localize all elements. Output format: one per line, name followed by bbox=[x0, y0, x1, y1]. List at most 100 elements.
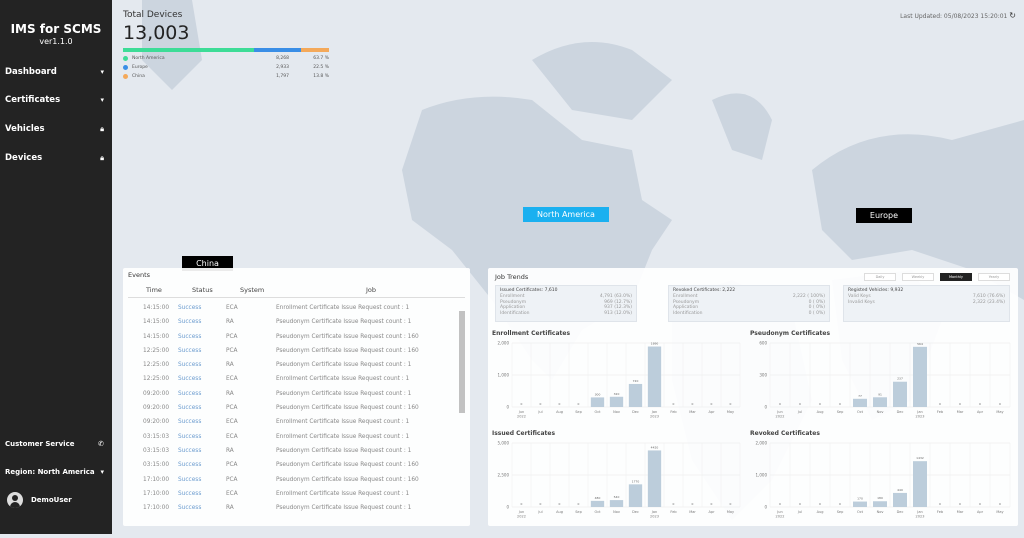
map-label-europe[interactable]: Europe bbox=[856, 208, 912, 223]
bar[interactable] bbox=[609, 500, 624, 507]
events-scrollbar[interactable] bbox=[459, 303, 465, 518]
job-trends-panel: Job Trends Daily Weekly Monthly Yearly Issu… bbox=[488, 268, 1018, 526]
bar-segment bbox=[123, 48, 255, 52]
table-row[interactable]: 03:15:03 Success RA Pseudonym Certificate I… bbox=[128, 444, 456, 458]
map-label-north-america[interactable]: North America bbox=[523, 207, 609, 222]
column-header-job[interactable]: Job bbox=[366, 286, 377, 294]
user-name: DemoUser bbox=[31, 496, 72, 504]
bar[interactable] bbox=[647, 450, 662, 507]
y-tick-label: 1,000 bbox=[756, 473, 768, 478]
bar[interactable] bbox=[590, 397, 605, 407]
bar-value-label: 300 bbox=[595, 392, 601, 396]
x-tick-year-label: 2023 bbox=[916, 515, 925, 519]
bar[interactable] bbox=[628, 383, 643, 407]
table-row[interactable]: 03:15:00 Success PCA Pseudonym Certificate … bbox=[128, 458, 456, 472]
table-row[interactable]: 09:20:00 Success RA Pseudonym Certificate I… bbox=[128, 387, 456, 401]
x-tick-label: Nov bbox=[613, 410, 620, 414]
table-row[interactable]: 17:10:00 Success RA Pseudonym Certificate I… bbox=[128, 501, 456, 515]
summary-line: Application 937 (12.3%) bbox=[500, 305, 632, 311]
bar[interactable] bbox=[873, 397, 887, 407]
bar[interactable] bbox=[853, 501, 867, 507]
cell-system: RA bbox=[226, 319, 234, 326]
cell-job: Pseudonym Certificate Issue Request coun… bbox=[276, 362, 412, 369]
chart-enrollment-certificates: Enrollment Certificates 0 1,000 2,000 0 Jun 20… bbox=[492, 330, 744, 426]
column-header-time[interactable]: Time bbox=[146, 286, 162, 294]
summary-line: Enrollment 4,791 (63.0%) bbox=[500, 294, 632, 300]
table-row[interactable]: 14:15:00 Success ECA Enrollment Certificate… bbox=[128, 301, 456, 315]
y-tick-label: 600 bbox=[759, 341, 767, 346]
y-tick-label: 1,000 bbox=[498, 373, 510, 378]
refresh-icon[interactable]: ↻ bbox=[1009, 11, 1016, 20]
region-select[interactable]: Region: North America ▾ bbox=[5, 468, 104, 476]
sidebar-item-certificates[interactable]: Certificates ▾ bbox=[5, 95, 104, 105]
bar[interactable] bbox=[853, 398, 867, 407]
bar-value-label: 0 bbox=[521, 502, 523, 506]
bar[interactable] bbox=[590, 500, 605, 507]
total-devices-value: 13,003 bbox=[123, 22, 190, 44]
bar[interactable] bbox=[628, 484, 643, 507]
bar[interactable] bbox=[893, 381, 907, 407]
bar-value-label: 0 bbox=[979, 402, 981, 406]
bar[interactable] bbox=[647, 346, 662, 407]
sidebar-item-dashboard[interactable]: Dashboard ▾ bbox=[5, 67, 104, 77]
table-row[interactable]: 17:10:00 Success ECA Enrollment Certificate… bbox=[128, 487, 456, 501]
cell-status: Success bbox=[178, 462, 202, 469]
cell-job: Pseudonym Certificate Issue Request coun… bbox=[276, 390, 412, 397]
y-tick-label: 5,000 bbox=[498, 441, 510, 446]
scrollbar-thumb[interactable] bbox=[459, 311, 465, 413]
chart-title: Issued Certificates bbox=[492, 430, 556, 437]
tab-yearly[interactable]: Yearly bbox=[978, 273, 1010, 281]
tab-weekly[interactable]: Weekly bbox=[902, 273, 934, 281]
map-label-china[interactable]: China bbox=[182, 256, 233, 271]
table-row[interactable]: 14:15:00 Success PCA Pseudonym Certificate … bbox=[128, 330, 456, 344]
summary-label: Application bbox=[500, 305, 526, 310]
x-tick-label: Jun bbox=[518, 410, 524, 414]
bar-value-label: 0 bbox=[578, 502, 580, 506]
bar-value-label: 0 bbox=[559, 402, 561, 406]
nav-label: Vehicles bbox=[5, 124, 45, 134]
avatar bbox=[7, 492, 23, 508]
chevron-down-icon: ▾ bbox=[100, 468, 104, 476]
bar[interactable] bbox=[873, 501, 887, 507]
bar[interactable] bbox=[913, 346, 927, 407]
bar-value-label: 0 bbox=[999, 402, 1001, 406]
summary-label: Application bbox=[673, 305, 699, 310]
bar[interactable] bbox=[609, 396, 624, 407]
table-row[interactable]: 09:20:00 Success PCA Pseudonym Certificate … bbox=[128, 401, 456, 415]
summary-title: Revoked Certificates: 2,222 bbox=[673, 288, 736, 293]
sidebar-item-vehicles[interactable]: Vehicles 🔒︎ bbox=[5, 124, 104, 134]
bar-value-label: 1432 bbox=[916, 456, 924, 460]
legend-item: North America 8,268 63.7 % bbox=[123, 56, 329, 61]
table-row[interactable]: 12:25:00 Success PCA Pseudonym Certificate … bbox=[128, 344, 456, 358]
bar-value-label: 0 bbox=[799, 502, 801, 506]
customer-service-link[interactable]: Customer Service ✆ bbox=[5, 440, 104, 448]
bar[interactable] bbox=[893, 492, 907, 507]
tab-monthly[interactable]: Monthly bbox=[940, 273, 972, 281]
table-row[interactable]: 12:25:00 Success RA Pseudonym Certificate I… bbox=[128, 358, 456, 372]
events-table-header: Time Status System Job bbox=[128, 286, 465, 298]
table-row[interactable]: 12:25:00 Success ECA Enrollment Certificate… bbox=[128, 372, 456, 386]
bar[interactable] bbox=[913, 461, 927, 507]
legend-percent: 13.8 % bbox=[313, 74, 329, 79]
x-tick-label: Jun bbox=[776, 510, 782, 514]
table-row[interactable]: 17:10:00 Success PCA Pseudonym Certificate … bbox=[128, 473, 456, 487]
nav-label: Region: North America bbox=[5, 468, 95, 476]
x-tick-label: Sep bbox=[575, 410, 582, 414]
bar-value-label: 0 bbox=[673, 402, 675, 406]
column-header-status[interactable]: Status bbox=[192, 286, 213, 294]
x-tick-year-label: 2022 bbox=[776, 415, 785, 419]
cell-time: 14:15:00 bbox=[143, 305, 170, 311]
tab-daily[interactable]: Daily bbox=[864, 273, 896, 281]
bar-value-label: 1890 bbox=[651, 342, 659, 346]
user-menu[interactable]: DemoUser bbox=[7, 492, 104, 508]
x-tick-label: Jul bbox=[797, 510, 802, 514]
chart-issued-certificates: Issued Certificates 0 2,500 5,000 0 Jun 2022 0 J… bbox=[492, 430, 744, 526]
column-header-system[interactable]: System bbox=[240, 286, 265, 294]
table-row[interactable]: 09:20:00 Success ECA Enrollment Certificate… bbox=[128, 415, 456, 429]
cell-time: 09:20:00 bbox=[143, 419, 170, 426]
sidebar-item-devices[interactable]: Devices 🔒︎ bbox=[5, 153, 104, 163]
table-row[interactable]: 03:15:03 Success ECA Enrollment Certificate… bbox=[128, 430, 456, 444]
x-tick-label: May bbox=[727, 410, 734, 414]
table-row[interactable]: 14:15:00 Success RA Pseudonym Certificate I… bbox=[128, 315, 456, 329]
